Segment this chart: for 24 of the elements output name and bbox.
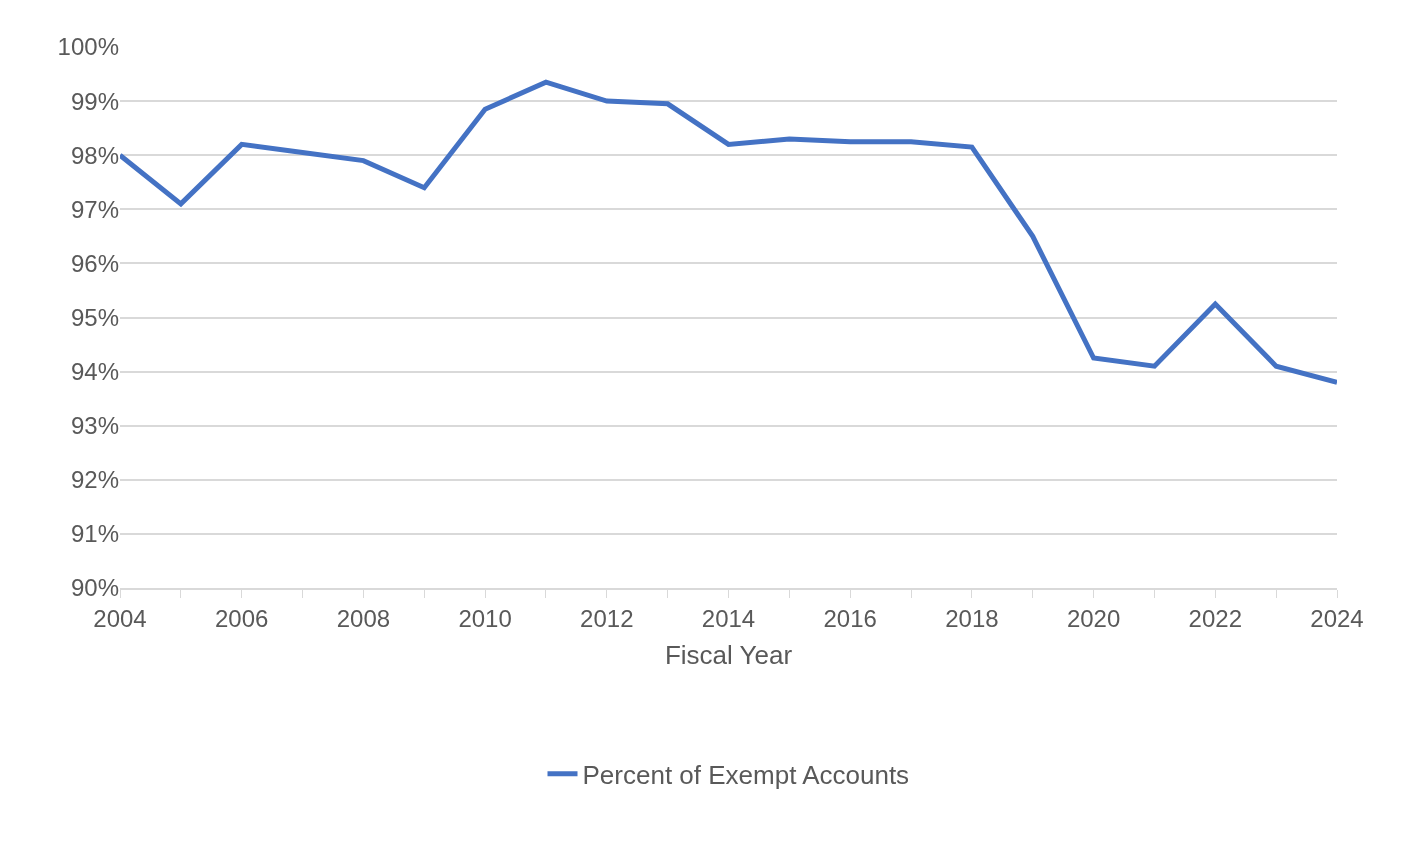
x-tick-label: 2006 bbox=[215, 604, 269, 632]
y-tick-label: 93% bbox=[70, 412, 119, 440]
x-tick-label: 2012 bbox=[580, 604, 634, 632]
legend-label: Percent of Exempt Accounts bbox=[582, 759, 910, 790]
y-tick-label: 98% bbox=[70, 141, 119, 169]
y-tick-label: 95% bbox=[70, 303, 119, 331]
x-tick-label: 2018 bbox=[945, 604, 999, 632]
y-tick-label: 90% bbox=[70, 574, 119, 602]
x-tick-label: 2020 bbox=[1066, 604, 1121, 632]
x-axis-title: Fiscal Year bbox=[664, 639, 793, 670]
y-tick-label: 94% bbox=[70, 358, 119, 385]
x-tick-label: 2022 bbox=[1188, 604, 1242, 632]
y-tick-label: 96% bbox=[70, 249, 119, 277]
x-tick-label: 2024 bbox=[1310, 604, 1364, 632]
y-tick-label: 91% bbox=[70, 520, 119, 548]
x-tick-label: 2016 bbox=[823, 604, 877, 632]
y-tick-label: 99% bbox=[70, 87, 119, 115]
x-tick-label: 2010 bbox=[458, 604, 512, 632]
y-tick-label: 100% bbox=[57, 33, 119, 61]
x-tick-label: 2014 bbox=[701, 604, 756, 632]
y-tick-label: 97% bbox=[70, 195, 119, 223]
x-tick-label: 2004 bbox=[93, 604, 147, 632]
x-tick-label: 2008 bbox=[336, 604, 391, 632]
y-tick-label: 92% bbox=[70, 466, 119, 494]
